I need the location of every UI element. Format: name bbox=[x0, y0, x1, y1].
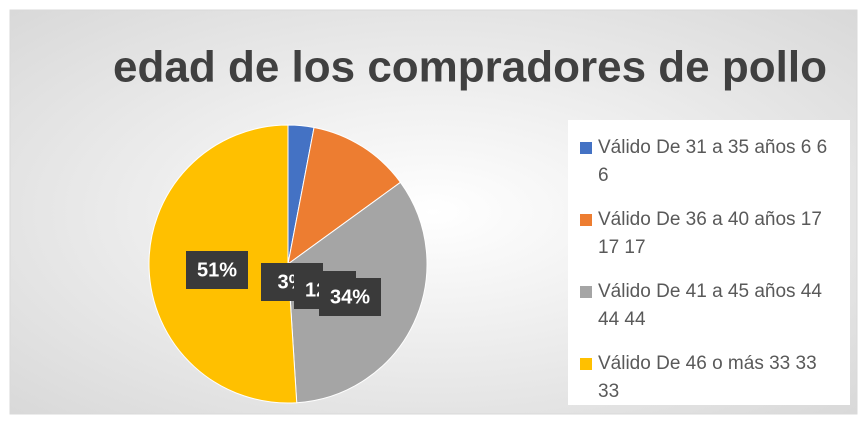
data-labels: 3%12%34%51% bbox=[186, 251, 381, 316]
legend-swatch bbox=[580, 358, 592, 370]
legend-swatch bbox=[580, 214, 592, 226]
legend-item: Válido De 41 a 45 años 44 44 44 bbox=[580, 278, 840, 334]
legend-swatch bbox=[580, 142, 592, 154]
legend-item: Válido De 36 a 40 años 17 17 17 bbox=[580, 206, 840, 262]
legend-label: Válido De 31 a 35 años 6 6 6 bbox=[598, 137, 828, 186]
legend-swatch bbox=[580, 286, 592, 298]
pie-slice bbox=[287, 126, 402, 266]
legend-label: Válido De 46 o más 33 33 33 bbox=[598, 353, 817, 402]
chart-title: edad de los compradores de pollo bbox=[113, 43, 827, 92]
data-label: 34% bbox=[330, 286, 370, 308]
legend: Válido De 31 a 35 años 6 6 6 Válido De 36… bbox=[568, 120, 850, 405]
legend-label: Válido De 41 a 45 años 44 44 44 bbox=[598, 281, 822, 330]
data-label-box bbox=[319, 278, 381, 316]
data-label: 51% bbox=[197, 259, 237, 281]
data-label-box bbox=[186, 251, 248, 289]
legend-label: Válido De 36 a 40 años 17 17 17 bbox=[598, 209, 822, 258]
legend-item: Válido De 31 a 35 años 6 6 6 bbox=[580, 134, 840, 190]
legend-item: Válido De 46 o más 33 33 33 bbox=[580, 350, 840, 406]
